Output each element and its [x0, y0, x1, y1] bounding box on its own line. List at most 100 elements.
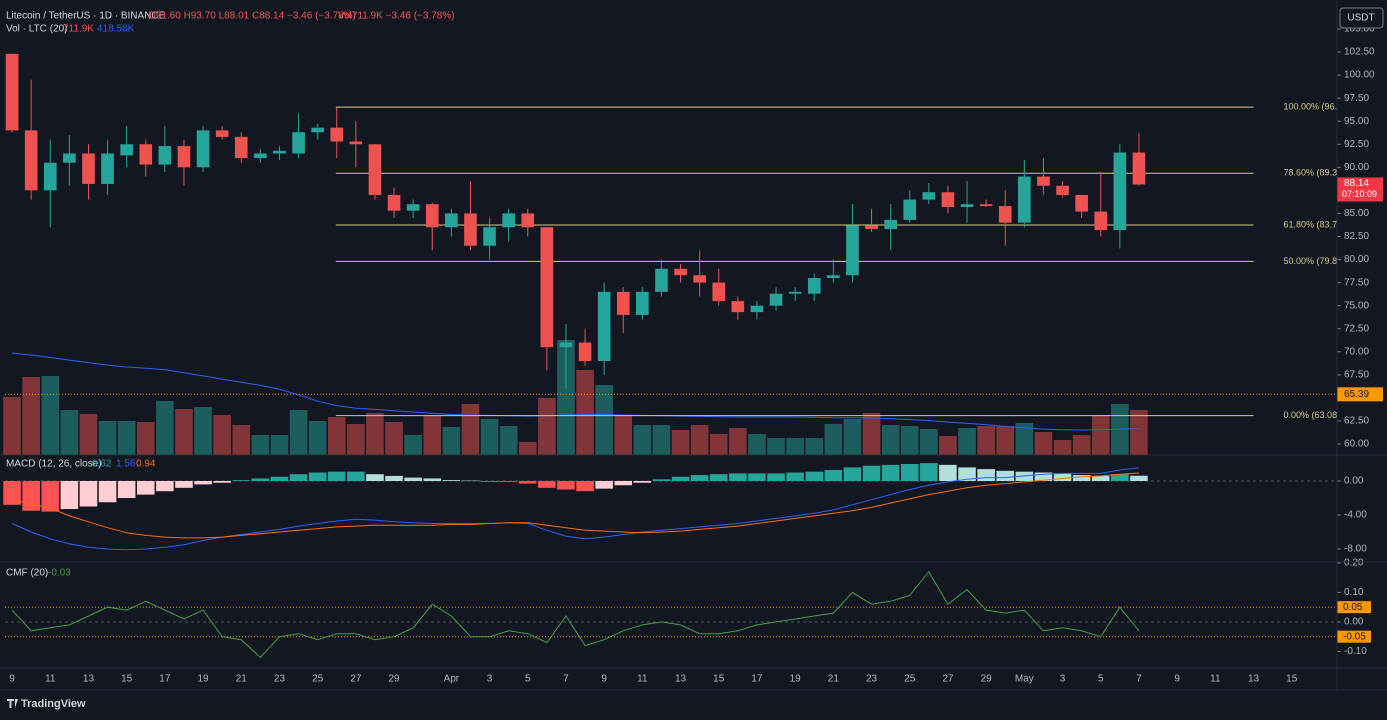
- macd-histogram-bar: [690, 475, 709, 482]
- macd-histogram-bar: [652, 479, 671, 482]
- candle-body: [521, 213, 535, 228]
- macd-title[interactable]: MACD (12, 26, close): [6, 459, 102, 470]
- macd-histogram-bar: [1072, 475, 1091, 482]
- macd-hist-value: 0.62: [92, 459, 112, 470]
- volume-bar: [156, 401, 174, 455]
- candle-body: [1132, 152, 1146, 185]
- x-tick-label: 5: [525, 674, 531, 685]
- fib-label: 61.80% (83.75): [1284, 219, 1346, 229]
- x-tick-label: 19: [790, 674, 802, 685]
- x-tick-label: 13: [83, 674, 95, 685]
- x-tick-label: 11: [637, 674, 648, 685]
- volume-bar: [652, 425, 671, 455]
- volume-bar: [3, 397, 21, 455]
- candle-body: [693, 275, 706, 283]
- y-tick-label: -0.10: [1344, 646, 1367, 657]
- candle-body: [1018, 176, 1031, 223]
- candle-body: [254, 153, 267, 159]
- x-tick-label: 21: [828, 674, 840, 685]
- alert-label-bg: [1337, 387, 1383, 402]
- candle-body: [865, 225, 878, 230]
- macd-histogram-bar: [213, 481, 231, 483]
- volume-bar: [194, 407, 212, 455]
- pane-2: [5, 570, 1337, 659]
- x-tick-label: 13: [1248, 674, 1260, 685]
- candle-body: [616, 291, 630, 315]
- candle-body: [177, 146, 191, 168]
- volume-bar: [977, 426, 995, 455]
- volume-bar: [633, 425, 652, 455]
- macd-histogram-bar: [327, 471, 346, 482]
- price-label: 88.14: [1344, 178, 1369, 189]
- macd-histogram-bar: [671, 476, 690, 482]
- volume-bar: [41, 376, 60, 455]
- volume-bar: [366, 412, 384, 455]
- x-tick-label: 23: [866, 674, 878, 685]
- macd-histogram-bar: [194, 481, 212, 485]
- macd-histogram-bar: [939, 464, 957, 482]
- macd-histogram-bar: [843, 467, 862, 482]
- y-tick-label: 62.50: [1344, 416, 1369, 427]
- macd-histogram-bar: [1130, 475, 1148, 482]
- volume-bar: [1091, 415, 1110, 455]
- y-tick-label: 0.00: [1344, 476, 1364, 487]
- volume-bar: [22, 377, 40, 455]
- macd-histogram-bar: [709, 474, 728, 482]
- brand-name[interactable]: TradingView: [21, 698, 86, 710]
- candle-body: [139, 144, 153, 165]
- fib-label: 0.00% (63.08): [1284, 410, 1341, 420]
- volume-bar: [289, 410, 308, 455]
- x-tick-label: 9: [9, 674, 15, 685]
- macd-histogram-bar: [136, 481, 155, 495]
- symbol-title[interactable]: Litecoin / TetherUS · 1D · BINANCE: [6, 11, 166, 22]
- volume-bar: [996, 426, 1015, 455]
- volume-bar: [595, 385, 613, 455]
- candle-body: [769, 293, 783, 306]
- ohlc-legend: O91.60 H93.70 L88.01 C88.14 −3.46 (−3.78…: [148, 11, 356, 22]
- macd-histogram-bar: [538, 481, 556, 488]
- candle-body: [1113, 152, 1127, 231]
- volume-bar: [442, 427, 461, 455]
- volume-bar: [557, 340, 575, 455]
- volume-bar: [347, 423, 365, 455]
- brand-logo[interactable]: [7, 699, 18, 708]
- y-tick-label: 102.50: [1344, 47, 1375, 58]
- macd-line: [11, 467, 1139, 551]
- macd-histogram-bar: [996, 470, 1015, 482]
- fib-label: 50.00% (79.80): [1284, 256, 1346, 266]
- macd-histogram-bar: [423, 478, 442, 482]
- volume-bar: [175, 408, 193, 455]
- candle-body: [960, 204, 974, 207]
- y-tick-label: 77.50: [1344, 277, 1369, 288]
- x-tick-label: 17: [159, 674, 171, 685]
- y-tick-label: 105.00: [1344, 24, 1375, 35]
- candle-body: [82, 153, 95, 184]
- candle-body: [846, 225, 859, 276]
- volume-bar: [423, 416, 442, 455]
- x-tick-label: 29: [388, 674, 400, 685]
- x-tick-label: 25: [312, 674, 324, 685]
- volume-title[interactable]: Vol · LTC (20): [6, 24, 68, 35]
- cmf-title[interactable]: CMF (20): [6, 568, 48, 579]
- volume-ma-line: [12, 352, 1139, 431]
- x-tick-label: 11: [45, 674, 56, 685]
- currency-label[interactable]: USDT: [1347, 13, 1374, 24]
- macd-histogram-bar: [824, 469, 843, 482]
- x-tick-label: 21: [236, 674, 248, 685]
- x-tick-label: 11: [1210, 674, 1221, 685]
- currency-button[interactable]: [1339, 7, 1384, 29]
- candle-body: [731, 301, 745, 313]
- cmf-value: -0.03: [48, 568, 71, 579]
- cmf-line: [11, 570, 1140, 659]
- macd-histogram-bar: [385, 475, 403, 482]
- candle-body: [349, 141, 363, 145]
- y-tick-label: 72.50: [1344, 323, 1369, 334]
- candle-body: [807, 277, 821, 294]
- volume-bar: [98, 421, 117, 455]
- candle-body: [998, 206, 1012, 223]
- y-tick-label: 95.00: [1344, 116, 1369, 127]
- volume-bar: [690, 425, 709, 455]
- macd-histogram-bar: [748, 473, 766, 482]
- macd-histogram-bar: [251, 478, 270, 482]
